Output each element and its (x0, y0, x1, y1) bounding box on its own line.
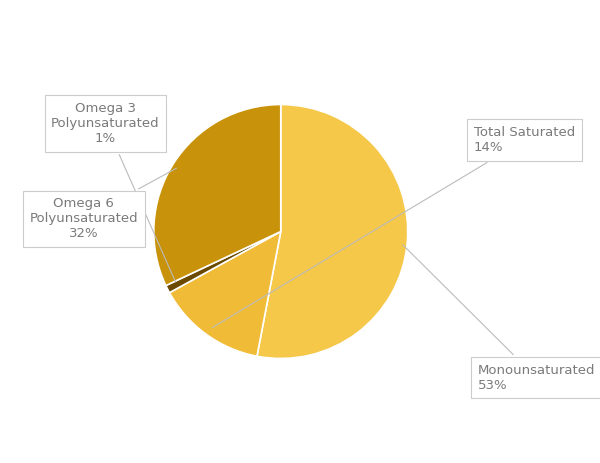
Text: Monounsaturated
53%: Monounsaturated 53% (403, 245, 595, 392)
Text: Omega 3
Polyunsaturated
1%: Omega 3 Polyunsaturated 1% (51, 102, 176, 282)
Wedge shape (154, 105, 281, 286)
Wedge shape (166, 232, 281, 293)
Wedge shape (257, 105, 408, 358)
Text: Omega 6
Polyunsaturated
32%: Omega 6 Polyunsaturated 32% (29, 168, 176, 240)
Wedge shape (169, 232, 281, 356)
Text: Total Saturated
14%: Total Saturated 14% (212, 126, 575, 328)
